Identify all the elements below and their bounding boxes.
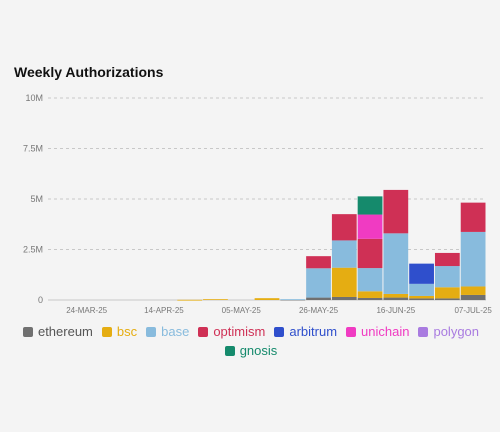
y-tick-label: 0: [38, 295, 43, 305]
legend-item-unichain[interactable]: unichain: [346, 324, 409, 339]
legend-label: ethereum: [37, 324, 93, 339]
x-tick-label: 24-MAR-25: [66, 306, 107, 315]
bar-segment-base[interactable]: [331, 240, 357, 268]
weekly-authorizations-chart: 0 2.5M 5M 7.5M 10M 24-MAR-25 14-APR-25 05-MAY-…: [23, 93, 492, 315]
bar-segment-bsc[interactable]: [177, 299, 203, 301]
bar-segment-ethereum[interactable]: [434, 298, 460, 300]
bar-segment-ethereum[interactable]: [460, 294, 486, 300]
bar-segment-base[interactable]: [409, 283, 434, 296]
bar-segment-bsc[interactable]: [254, 298, 280, 300]
legend-label: base: [161, 324, 190, 339]
bar-segment-base[interactable]: [306, 268, 331, 298]
bar-segment-unichain[interactable]: [357, 214, 383, 239]
bar-segment-ethereum[interactable]: [306, 297, 331, 300]
bar-segment-bsc[interactable]: [460, 286, 486, 295]
bar-segment-optimism[interactable]: [357, 238, 383, 269]
legend-swatch: [274, 326, 285, 337]
bar-segment-ethereum[interactable]: [357, 297, 383, 300]
legend-swatch: [146, 326, 157, 337]
chart-title: Weekly Authorizations: [14, 64, 164, 80]
bar-segment-base[interactable]: [357, 268, 383, 292]
legend-label: bsc: [116, 324, 138, 339]
legend-swatch: [22, 326, 33, 337]
x-axis-ticks: 24-MAR-25 14-APR-25 05-MAY-25 26-MAY-25 16-J…: [66, 306, 492, 315]
bar-segment-bsc[interactable]: [331, 267, 357, 297]
bar-segment-optimism[interactable]: [306, 256, 331, 269]
bar-segment-bsc[interactable]: [203, 299, 228, 300]
x-tick-label: 05-MAY-25: [222, 306, 262, 315]
legend-item-gnosis[interactable]: gnosis: [224, 343, 278, 358]
legend-label: arbitrum: [289, 324, 338, 339]
legend-swatch: [224, 345, 235, 356]
legend-item-bsc[interactable]: bsc: [101, 324, 138, 339]
bars: [177, 189, 486, 301]
y-axis-ticks: 0 2.5M 5M 7.5M 10M: [23, 93, 43, 305]
bar-segment-bsc[interactable]: [409, 295, 434, 299]
legend-swatch: [346, 326, 357, 337]
legend-item-optimism[interactable]: optimism: [198, 324, 265, 339]
bar-segment-base[interactable]: [280, 299, 306, 300]
bar-segment-ethereum[interactable]: [383, 297, 409, 300]
bar-segment-ethereum[interactable]: [409, 298, 434, 300]
bar-segment-optimism[interactable]: [460, 202, 486, 232]
x-tick-label: 07-JUL-25: [454, 306, 492, 315]
bar-segment-base[interactable]: [460, 231, 486, 287]
legend-swatch: [198, 326, 209, 337]
bar-segment-bsc[interactable]: [434, 287, 460, 299]
bar-segment-bsc[interactable]: [383, 293, 409, 298]
y-tick-label: 5M: [30, 194, 43, 204]
legend-label: optimism: [213, 324, 266, 339]
legend-item-base[interactable]: base: [146, 324, 189, 339]
y-tick-label: 10M: [25, 93, 43, 103]
legend-item-arbitrum[interactable]: arbitrum: [274, 324, 337, 339]
bar-segment-ethereum[interactable]: [331, 296, 357, 300]
bar-segment-ethereum[interactable]: [280, 299, 306, 301]
legend-label: unichain: [361, 324, 410, 339]
bar-segment-base[interactable]: [434, 266, 460, 288]
bar-segment-bsc[interactable]: [357, 291, 383, 298]
x-tick-label: 16-JUN-25: [376, 306, 415, 315]
x-tick-label: 26-MAY-25: [299, 306, 339, 315]
bar-segment-optimism[interactable]: [331, 214, 357, 241]
legend: ethereum bsc base optimism arbitrum unichain p…: [10, 324, 492, 358]
bar-segment-arbitrum[interactable]: [409, 263, 434, 284]
legend-item-ethereum[interactable]: ethereum: [22, 324, 93, 339]
bar-segment-base[interactable]: [383, 233, 409, 294]
bar-segment-optimism[interactable]: [383, 189, 409, 234]
legend-swatch: [101, 326, 112, 337]
legend-label: polygon: [433, 324, 480, 339]
y-tick-label: 2.5M: [23, 245, 43, 255]
legend-label: gnosis: [239, 343, 278, 358]
legend-item-polygon[interactable]: polygon: [418, 324, 479, 339]
bar-segment-gnosis[interactable]: [357, 196, 383, 215]
bar-segment-optimism[interactable]: [434, 252, 460, 267]
x-tick-label: 14-APR-25: [144, 306, 184, 315]
legend-swatch: [418, 326, 429, 337]
y-tick-label: 7.5M: [23, 144, 43, 154]
